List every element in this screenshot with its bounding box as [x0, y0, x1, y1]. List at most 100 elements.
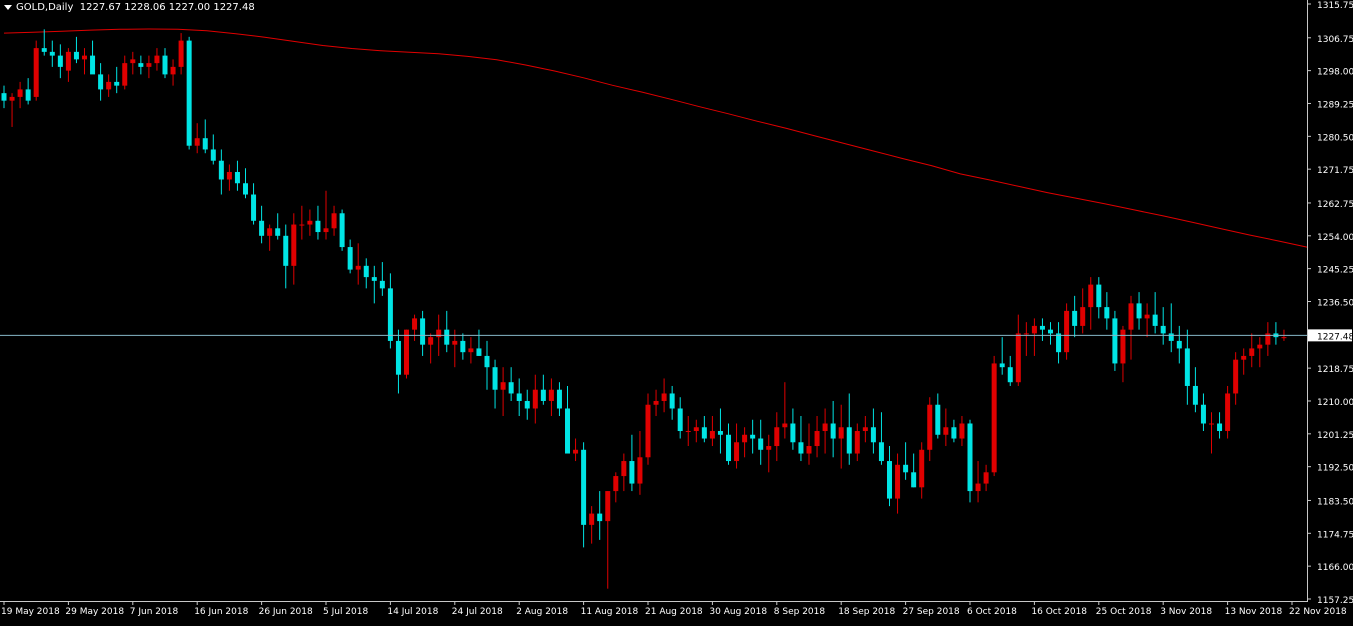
candle[interactable]	[1023, 322, 1029, 356]
candle[interactable]	[943, 408, 949, 447]
candle[interactable]	[33, 40, 39, 101]
candle[interactable]	[1007, 355, 1013, 386]
candle[interactable]	[1257, 337, 1263, 368]
candle[interactable]	[1241, 348, 1247, 375]
candle[interactable]	[17, 81, 23, 109]
candle[interactable]	[903, 442, 909, 480]
candle[interactable]	[1096, 277, 1102, 319]
candle[interactable]	[444, 310, 450, 353]
candle[interactable]	[790, 408, 796, 450]
candle[interactable]	[122, 55, 128, 90]
candle[interactable]	[1209, 412, 1214, 454]
candle[interactable]	[661, 378, 667, 413]
candle[interactable]	[90, 40, 96, 75]
candle[interactable]	[428, 333, 434, 364]
candle[interactable]	[251, 183, 257, 225]
dropdown-triangle-icon[interactable]	[4, 4, 12, 10]
candle[interactable]	[387, 273, 393, 349]
candle[interactable]	[1160, 307, 1166, 345]
candle[interactable]	[1265, 322, 1271, 356]
candle[interactable]	[669, 385, 675, 420]
candle[interactable]	[645, 393, 651, 465]
candle[interactable]	[1039, 318, 1045, 341]
candle[interactable]	[556, 382, 562, 416]
candle[interactable]	[653, 389, 659, 416]
candle[interactable]	[726, 423, 731, 465]
candle[interactable]	[1249, 333, 1255, 368]
candle[interactable]	[983, 464, 989, 492]
candle[interactable]	[919, 442, 925, 499]
candle[interactable]	[508, 367, 514, 401]
candle[interactable]	[822, 408, 828, 454]
candle[interactable]	[701, 415, 707, 443]
candle[interactable]	[1112, 310, 1118, 371]
candle[interactable]	[573, 438, 579, 462]
candle[interactable]	[774, 412, 780, 462]
candle[interactable]	[975, 461, 981, 503]
candle[interactable]	[581, 442, 587, 548]
candle[interactable]	[186, 36, 192, 150]
candle[interactable]	[999, 337, 1005, 375]
candle[interactable]	[693, 419, 699, 443]
candle[interactable]	[347, 239, 353, 274]
candle[interactable]	[106, 74, 112, 97]
candle[interactable]	[685, 415, 691, 447]
candle[interactable]	[927, 397, 933, 462]
candle[interactable]	[379, 262, 385, 296]
candle[interactable]	[565, 385, 570, 454]
candle[interactable]	[73, 36, 79, 64]
candle[interactable]	[1144, 303, 1150, 338]
candle[interactable]	[355, 243, 361, 285]
candle[interactable]	[1080, 288, 1086, 334]
candle[interactable]	[371, 265, 377, 304]
candle[interactable]	[524, 389, 530, 420]
candle[interactable]	[1104, 292, 1110, 330]
candle[interactable]	[468, 337, 474, 364]
candle[interactable]	[798, 415, 804, 462]
candle[interactable]	[218, 149, 224, 195]
candle[interactable]	[548, 378, 554, 416]
candle[interactable]	[1192, 367, 1198, 413]
candle[interactable]	[162, 48, 168, 79]
candle[interactable]	[291, 213, 297, 285]
candle[interactable]	[420, 310, 426, 356]
candle[interactable]	[65, 48, 71, 82]
candle[interactable]	[299, 205, 305, 240]
candle[interactable]	[621, 453, 627, 492]
candle[interactable]	[154, 48, 160, 71]
candle[interactable]	[1184, 329, 1190, 405]
candle[interactable]	[959, 415, 965, 447]
candle[interactable]	[597, 491, 603, 540]
candle[interactable]	[1152, 292, 1158, 334]
candle[interactable]	[412, 314, 418, 341]
candle[interactable]	[766, 434, 772, 473]
candle[interactable]	[1233, 352, 1239, 405]
candle[interactable]	[758, 419, 764, 465]
candle[interactable]	[846, 393, 852, 465]
candle[interactable]	[1200, 393, 1206, 432]
candle[interactable]	[210, 134, 216, 165]
candle[interactable]	[259, 205, 265, 244]
candle[interactable]	[589, 506, 595, 544]
candle[interactable]	[492, 359, 498, 409]
candle[interactable]	[895, 453, 901, 514]
candle[interactable]	[814, 415, 820, 458]
candle[interactable]	[170, 59, 176, 86]
candle[interactable]	[178, 33, 184, 75]
candle[interactable]	[234, 160, 240, 191]
candle[interactable]	[629, 434, 635, 492]
candle[interactable]	[613, 472, 619, 503]
candle[interactable]	[395, 329, 401, 394]
candle[interactable]	[1064, 303, 1070, 360]
candle[interactable]	[114, 66, 120, 94]
candle[interactable]	[911, 453, 917, 488]
candle[interactable]	[862, 415, 868, 443]
candle[interactable]	[782, 382, 788, 439]
candle[interactable]	[717, 408, 723, 454]
candle[interactable]	[339, 209, 345, 251]
candle[interactable]	[742, 427, 748, 458]
candle[interactable]	[1031, 318, 1037, 356]
candle[interactable]	[1136, 292, 1142, 330]
